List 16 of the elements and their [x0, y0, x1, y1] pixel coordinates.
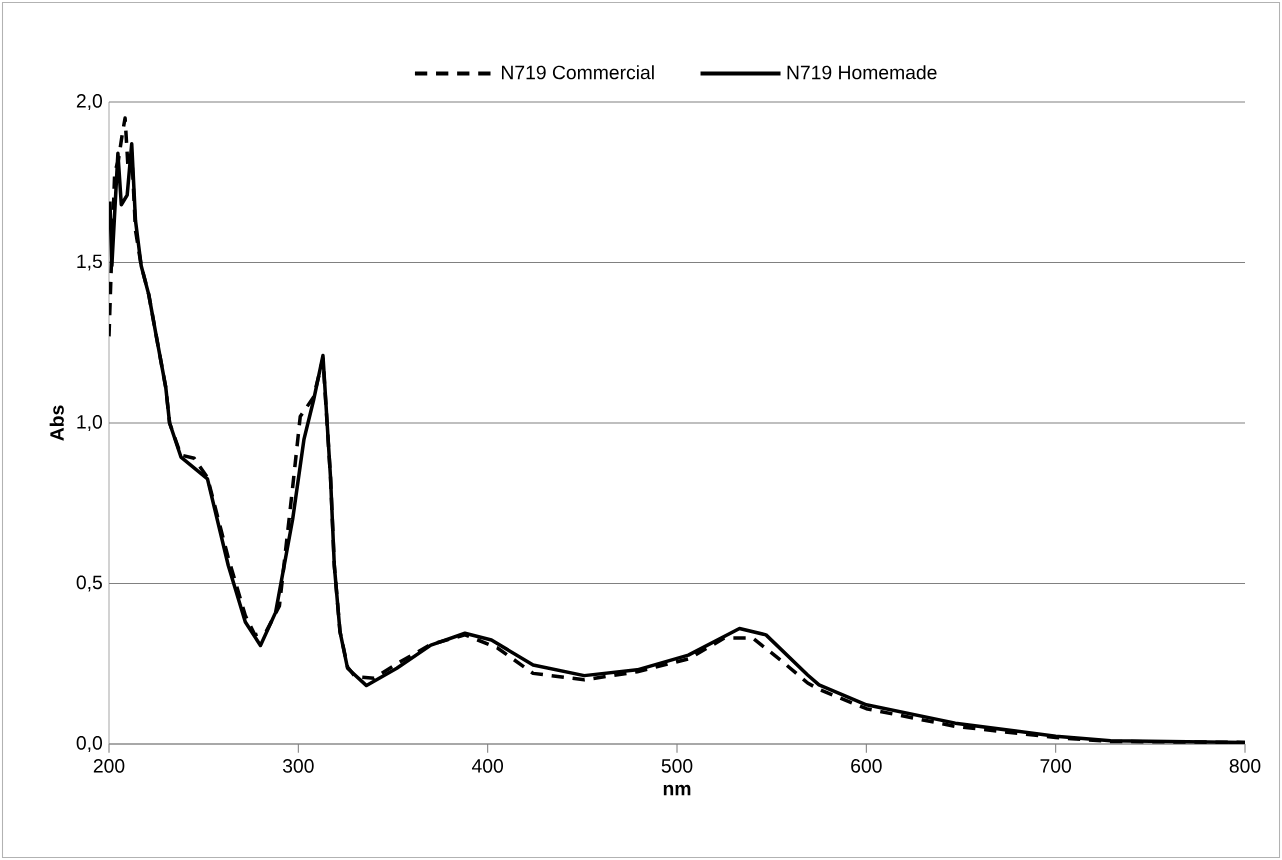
y-tick-label: 0,5 — [76, 575, 102, 592]
x-tick-label: 400 — [471, 759, 504, 773]
x-tick-label: 500 — [661, 759, 693, 773]
x-tick-label: 300 — [282, 759, 314, 773]
x-tick-label: 200 — [93, 759, 125, 773]
legend-label: N719 Commercial — [501, 65, 654, 80]
legend-label: N719 Homemade — [787, 65, 937, 80]
x-axis-title: nm — [663, 784, 691, 796]
x-tick-label: 600 — [851, 759, 882, 773]
y-axis-title: Abs — [49, 405, 64, 441]
x-tick-label: 700 — [1040, 759, 1072, 773]
y-tick-label: 1,0 — [77, 415, 103, 431]
y-tick-label: 2,0 — [76, 94, 103, 110]
x-tick-label: 800 — [1229, 759, 1261, 773]
y-tick-label: 0,0 — [76, 736, 103, 752]
y-tick-label: 1,5 — [77, 254, 102, 271]
